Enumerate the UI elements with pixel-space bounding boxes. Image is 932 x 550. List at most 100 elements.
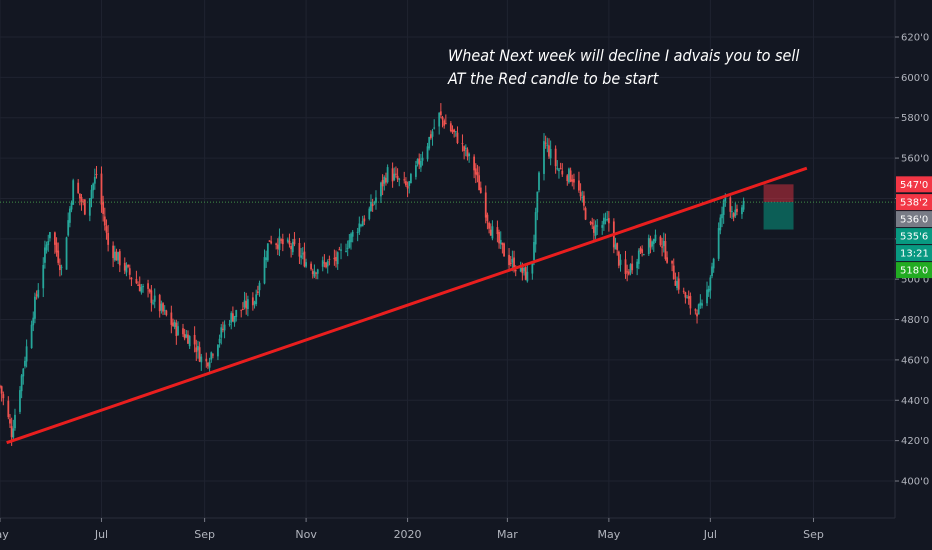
time-tick-label: Sep [194, 528, 215, 541]
candle-body [345, 250, 347, 252]
candle-body [652, 239, 655, 245]
candle-body [276, 244, 279, 249]
candle-body [672, 265, 675, 280]
candle-body [235, 310, 238, 318]
price-label-badge [896, 245, 932, 262]
candle-body [385, 177, 387, 183]
candle-body [607, 218, 610, 224]
price-label-text: 547'0 [900, 180, 928, 191]
candle-body [686, 297, 688, 299]
candle-body [301, 253, 304, 255]
candle-body [340, 249, 342, 251]
candle-body [325, 262, 327, 268]
candle-body [474, 168, 477, 175]
price-labels: 547'0 538'2 536'0 535'6 13:21 518'0 [896, 176, 932, 279]
candle-body [419, 160, 422, 168]
price-tick-label: 560'0 [901, 154, 929, 165]
candle-body [617, 251, 620, 266]
candle-body [428, 137, 431, 149]
candle-body [356, 231, 359, 233]
candle-body [659, 236, 662, 246]
candle-body [193, 334, 196, 345]
candle-body [651, 241, 654, 247]
candle-body [461, 143, 464, 145]
candle-body [674, 280, 677, 286]
candle-body [103, 216, 106, 226]
candle-body [549, 148, 552, 159]
candle-body [453, 129, 456, 132]
price-series [0, 103, 745, 446]
candle-body [286, 239, 289, 242]
candle-body [734, 209, 737, 217]
candle-body [583, 195, 585, 206]
candle-body [44, 247, 46, 263]
candle-body [72, 180, 75, 205]
candle-body [443, 120, 446, 126]
candle-body [519, 265, 522, 272]
candle-body [546, 144, 549, 146]
candle-body [491, 226, 494, 239]
candle-body [383, 176, 386, 184]
candle-body [230, 313, 233, 323]
candle-body [647, 237, 650, 255]
candle-body [7, 400, 10, 418]
candle-body [58, 264, 61, 271]
candle-body [709, 277, 712, 291]
candle-body [699, 302, 702, 306]
candle-body [689, 295, 692, 309]
price-tick-label: 460'0 [901, 355, 929, 366]
candle-body [687, 296, 690, 299]
candle-body [637, 250, 640, 264]
candle-body [433, 127, 436, 129]
candle-body [488, 222, 490, 229]
price-label-badge [896, 194, 932, 211]
candle-body [444, 123, 447, 125]
time-axis[interactable]: May Jul Sep Nov 2020 Mar May Jul Sep [0, 517, 932, 550]
candle-body [293, 238, 296, 245]
candle-body [451, 130, 454, 133]
price-tick-label: 400'0 [901, 477, 929, 488]
candle-body [531, 261, 534, 274]
price-label-text: 536'0 [900, 215, 928, 226]
candle-body [0, 386, 3, 394]
candle-body [584, 208, 587, 220]
candle-body [684, 292, 687, 298]
time-tick-label: Sep [803, 528, 824, 541]
candle-body [701, 303, 703, 306]
candle-body [263, 257, 266, 284]
candle-body [95, 174, 98, 176]
candle-body [207, 362, 209, 367]
candle-body [636, 261, 639, 269]
candle-body [142, 285, 144, 288]
candle-body [731, 211, 733, 213]
candle-body [717, 228, 720, 259]
candle-body [118, 251, 121, 266]
candle-body [729, 197, 732, 212]
candle-body [416, 159, 419, 164]
candle-body [589, 221, 592, 224]
candle-body [441, 116, 444, 120]
candle-body [298, 243, 301, 257]
candle-body [626, 271, 629, 273]
candle-body [468, 153, 471, 157]
candle-body [554, 148, 557, 167]
candle-body [315, 272, 317, 274]
candle-body [398, 178, 401, 180]
candle-body [403, 179, 406, 181]
candle-body [391, 168, 394, 182]
price-tick-label: 440'0 [901, 396, 929, 407]
annotation-line-2: AT the Red candle to be start [447, 69, 660, 88]
candle-body [566, 175, 569, 182]
candle-body [280, 239, 283, 241]
candle-body [78, 193, 81, 199]
candle-body [338, 249, 341, 251]
candle-body [328, 258, 331, 260]
price-label-badge [896, 262, 932, 279]
candle-body [14, 414, 16, 429]
candle-body [711, 266, 713, 277]
candle-body [486, 214, 489, 222]
candle-body [346, 247, 349, 249]
candle-body [464, 147, 467, 150]
candle-body [513, 257, 515, 271]
